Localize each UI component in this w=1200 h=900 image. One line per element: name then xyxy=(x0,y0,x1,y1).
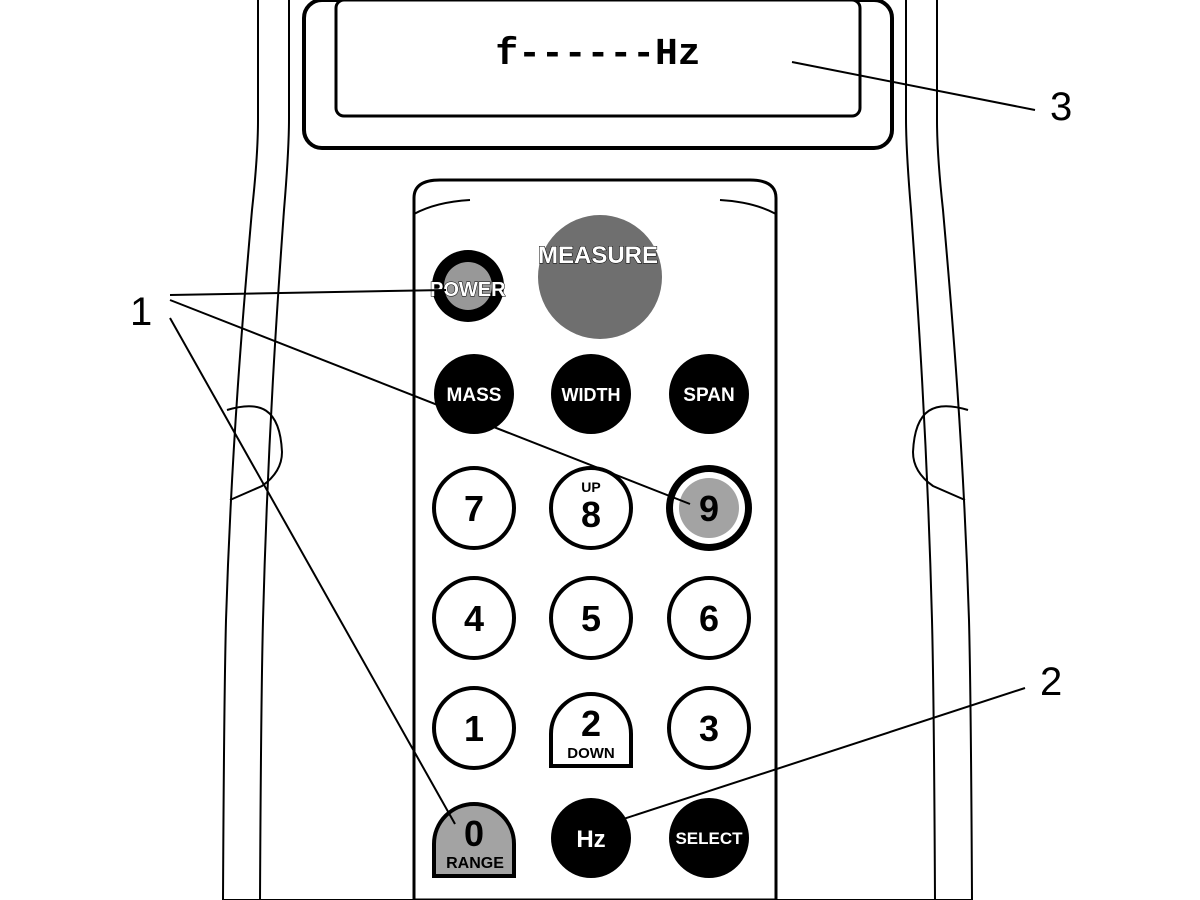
measure-button[interactable]: MEASURE xyxy=(538,215,662,339)
width-button[interactable]: WIDTH xyxy=(551,354,631,434)
svg-text:SPAN: SPAN xyxy=(683,385,734,406)
callout-3-label: 3 xyxy=(1050,85,1072,129)
svg-text:MEASURE: MEASURE xyxy=(538,242,658,269)
svg-text:7: 7 xyxy=(464,488,484,529)
screen-frame: f------Hz xyxy=(304,0,892,148)
digit-1-button[interactable]: 1 xyxy=(434,688,514,768)
svg-text:6: 6 xyxy=(699,598,719,639)
svg-text:4: 4 xyxy=(464,598,484,639)
svg-text:UP: UP xyxy=(581,479,600,495)
display-text: f------Hz xyxy=(495,33,700,76)
digit-9-button[interactable]: 9 xyxy=(666,465,752,551)
digit-3-button[interactable]: 3 xyxy=(669,688,749,768)
callout-2-label: 2 xyxy=(1040,660,1062,704)
callout-1-label: 1 xyxy=(130,290,152,334)
svg-text:DOWN: DOWN xyxy=(567,745,615,762)
svg-text:0: 0 xyxy=(464,813,484,854)
svg-text:RANGE: RANGE xyxy=(446,855,504,872)
svg-text:5: 5 xyxy=(581,598,601,639)
device-diagram: f------Hz POWER MEASURE MASS WIDTH SPAN … xyxy=(0,0,1200,900)
digit-7-button[interactable]: 7 xyxy=(434,468,514,548)
svg-text:3: 3 xyxy=(699,708,719,749)
span-button[interactable]: SPAN xyxy=(669,354,749,434)
digit-2-button[interactable]: 2 DOWN xyxy=(551,694,631,766)
svg-text:9: 9 xyxy=(699,488,719,529)
digit-8-button[interactable]: UP 8 xyxy=(551,468,631,548)
svg-text:1: 1 xyxy=(464,708,484,749)
digit-6-button[interactable]: 6 xyxy=(669,578,749,658)
mass-button[interactable]: MASS xyxy=(434,354,514,434)
svg-text:2: 2 xyxy=(581,703,601,744)
svg-text:WIDTH: WIDTH xyxy=(562,385,621,405)
hz-button[interactable]: Hz xyxy=(551,798,631,878)
svg-text:8: 8 xyxy=(581,494,601,535)
svg-text:MASS: MASS xyxy=(447,385,502,406)
digit-5-button[interactable]: 5 xyxy=(551,578,631,658)
digit-4-button[interactable]: 4 xyxy=(434,578,514,658)
digit-0-button[interactable]: 0 RANGE xyxy=(434,804,514,876)
svg-text:SELECT: SELECT xyxy=(675,829,743,848)
select-button[interactable]: SELECT xyxy=(669,798,749,878)
svg-text:Hz: Hz xyxy=(576,826,605,853)
